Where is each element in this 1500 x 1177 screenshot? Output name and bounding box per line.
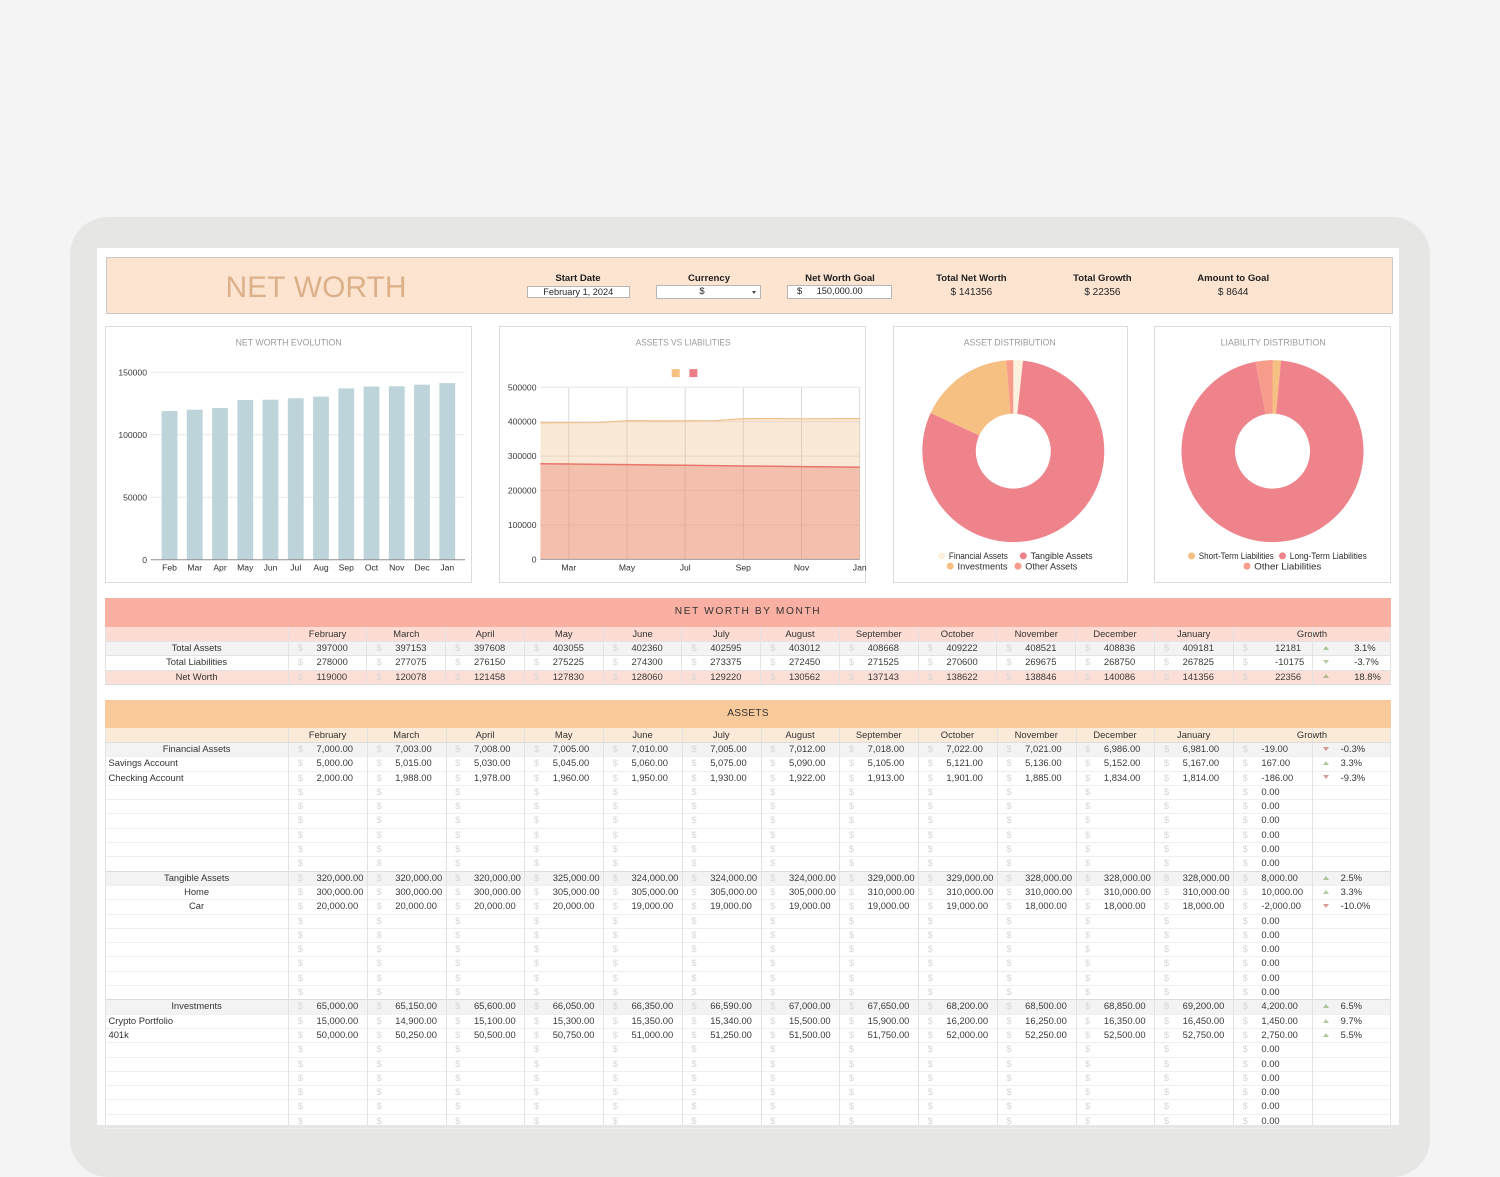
svg-text:Financial Assets: Financial Assets	[949, 551, 1008, 561]
svg-text:100000: 100000	[118, 430, 147, 440]
svg-text:ASSETS VS LIABILITIES: ASSETS VS LIABILITIES	[636, 337, 731, 347]
svg-text:Nov: Nov	[794, 563, 810, 573]
svg-text:May: May	[619, 563, 636, 573]
svg-text:Short-Term Liabilities: Short-Term Liabilities	[1199, 551, 1274, 561]
svg-text:Jul: Jul	[290, 563, 301, 573]
svg-text:Aug: Aug	[313, 563, 329, 573]
svg-text:300000: 300000	[508, 451, 537, 461]
svg-text:ASSET DISTRIBUTION: ASSET DISTRIBUTION	[964, 337, 1056, 347]
svg-text:0: 0	[142, 555, 147, 565]
svg-text:Other Liabilities: Other Liabilities	[1255, 561, 1323, 571]
svg-text:Tangible Assets: Tangible Assets	[1031, 551, 1093, 561]
svg-text:Other Assets: Other Assets	[1026, 561, 1078, 571]
svg-text:400000: 400000	[508, 417, 537, 427]
svg-text:Sep: Sep	[339, 563, 355, 573]
svg-text:Nov: Nov	[389, 563, 405, 573]
svg-text:Sep: Sep	[736, 563, 752, 573]
svg-text:150000: 150000	[118, 367, 147, 377]
svg-text:100000: 100000	[508, 520, 537, 530]
svg-text:May: May	[237, 563, 254, 573]
svg-text:Jul: Jul	[680, 563, 691, 573]
svg-text:Investments: Investments	[958, 561, 1009, 571]
svg-text:Feb: Feb	[162, 563, 177, 573]
svg-text:Apr: Apr	[213, 563, 227, 573]
svg-text:NET WORTH EVOLUTION: NET WORTH EVOLUTION	[236, 337, 342, 347]
svg-text:LIABILITY DISTRIBUTION: LIABILITY DISTRIBUTION	[1221, 337, 1326, 347]
svg-text:Long-Term Liabilities: Long-Term Liabilities	[1290, 551, 1367, 561]
svg-text:50000: 50000	[123, 492, 147, 502]
svg-text:Dec: Dec	[414, 563, 430, 573]
svg-text:Mar: Mar	[562, 563, 577, 573]
svg-text:Jun: Jun	[264, 563, 278, 573]
svg-text:Jan: Jan	[440, 563, 454, 573]
svg-text:200000: 200000	[508, 486, 537, 496]
svg-text:Oct: Oct	[365, 563, 379, 573]
svg-text:0: 0	[532, 555, 537, 565]
svg-text:Jan: Jan	[853, 563, 867, 573]
svg-text:Mar: Mar	[187, 563, 202, 573]
svg-text:500000: 500000	[508, 382, 537, 392]
